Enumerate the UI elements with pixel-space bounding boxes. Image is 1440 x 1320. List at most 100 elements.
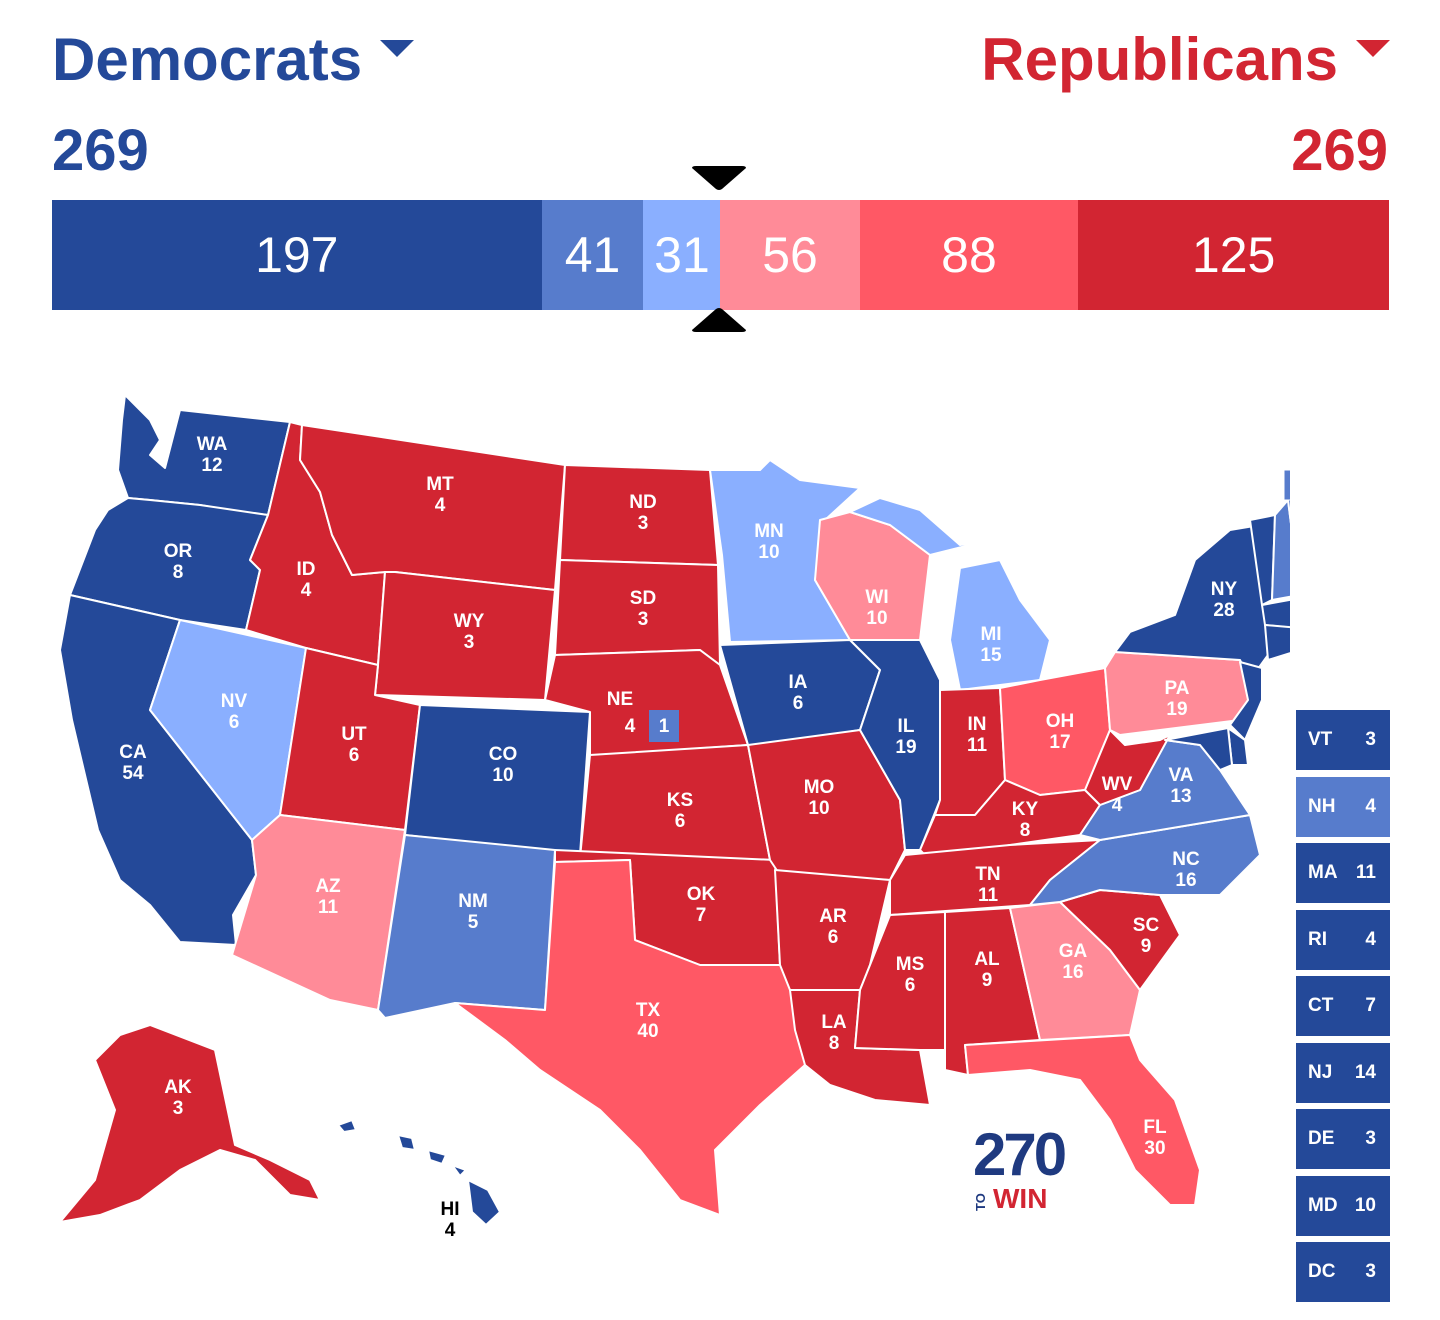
- small-state-ev: 4: [1365, 795, 1376, 817]
- small-state-dc[interactable]: DC 3: [1296, 1242, 1390, 1302]
- state-label-va: VA: [1169, 765, 1194, 786]
- small-state-nj[interactable]: NJ 14: [1296, 1042, 1390, 1103]
- state-ev-sd: 3: [638, 609, 649, 630]
- state-ev-mi: 15: [980, 645, 1002, 666]
- state-mi-upper[interactable]: [849, 497, 991, 556]
- state-mt[interactable]: [299, 424, 566, 591]
- state-ak[interactable]: [59, 1024, 321, 1223]
- state-ev-wi: 10: [866, 608, 887, 629]
- state-label-wv: WV: [1102, 774, 1133, 795]
- state-label-wi: WI: [865, 587, 888, 608]
- 270-marker-bottom-icon: [692, 308, 746, 332]
- small-state-ev: 3: [1365, 729, 1376, 750]
- state-ct[interactable]: [1264, 624, 1290, 661]
- small-state-nh[interactable]: NH 4: [1296, 776, 1390, 837]
- democrats-label: Democrats: [52, 26, 363, 93]
- small-state-ct[interactable]: CT 7: [1296, 976, 1390, 1036]
- bar-segment-safe-rep[interactable]: 125: [1078, 200, 1389, 310]
- logo-win: WIN: [993, 1183, 1048, 1214]
- small-state-vt[interactable]: VT 3: [1296, 710, 1390, 770]
- state-ev-ks: 6: [675, 811, 686, 832]
- state-ev-nd: 3: [638, 513, 649, 534]
- small-state-abbr: CT: [1308, 995, 1334, 1016]
- small-state-abbr: VT: [1308, 729, 1333, 750]
- bar-segment-safe-dem[interactable]: 197: [52, 200, 542, 310]
- dem-electoral-total: 269: [52, 118, 149, 183]
- small-state-md[interactable]: MD 10: [1296, 1175, 1390, 1236]
- state-ev-ky: 8: [1020, 820, 1031, 841]
- state-ev-tx: 40: [637, 1021, 658, 1042]
- state-label-nv: NV: [221, 691, 248, 712]
- ne-district-box[interactable]: [649, 710, 679, 742]
- state-ev-nv: 6: [229, 712, 240, 733]
- state-label-tn: TN: [975, 864, 1000, 885]
- bar-segment-lean-dem[interactable]: 31: [643, 200, 721, 310]
- caret-down-icon: [1356, 39, 1390, 57]
- democrats-dropdown[interactable]: Democrats: [52, 30, 415, 90]
- bar-segment-lean-rep[interactable]: 56: [720, 200, 860, 310]
- state-label-sd: SD: [630, 588, 656, 609]
- state-ev-wy: 3: [464, 632, 475, 653]
- small-state-ri[interactable]: RI 4: [1296, 909, 1390, 970]
- state-hi[interactable]: [337, 1119, 501, 1226]
- state-ev-wa: 12: [201, 455, 222, 476]
- state-md[interactable]: [1164, 727, 1233, 771]
- state-fl[interactable]: [964, 1034, 1201, 1206]
- state-label-nc: NC: [1172, 849, 1200, 870]
- state-label-mi: MI: [980, 624, 1001, 645]
- state-ev-ne: 4: [625, 716, 636, 737]
- logo-number: 270: [973, 1121, 1067, 1188]
- state-ev-ca: 54: [122, 763, 144, 784]
- small-state-abbr: NJ: [1308, 1061, 1333, 1083]
- state-ev-mo: 10: [808, 798, 829, 819]
- state-label-il: IL: [898, 716, 915, 737]
- bar-segment-likely-dem[interactable]: 41: [541, 200, 644, 310]
- state-label-ca: CA: [119, 742, 147, 763]
- state-label-pa: PA: [1165, 678, 1190, 699]
- state-label-ia: IA: [789, 672, 808, 693]
- state-ev-ut: 6: [349, 745, 360, 766]
- state-label-wy: WY: [454, 611, 485, 632]
- state-ev-co: 10: [492, 765, 513, 786]
- logo-to: TO: [973, 1193, 988, 1211]
- small-state-ev: 3: [1365, 1261, 1376, 1282]
- small-state-ev: 3: [1365, 1128, 1376, 1149]
- small-state-abbr: DE: [1308, 1128, 1335, 1149]
- state-label-id: ID: [297, 559, 316, 580]
- state-ev-wv: 4: [1112, 795, 1123, 816]
- small-state-ma[interactable]: MA 11: [1296, 843, 1390, 903]
- state-label-ny: NY: [1211, 579, 1238, 600]
- state-nh[interactable]: [1271, 499, 1290, 601]
- small-state-de[interactable]: DE 3: [1296, 1109, 1390, 1169]
- state-label-al: AL: [974, 949, 1000, 970]
- me-district-box-1[interactable]: [1283, 469, 1290, 501]
- state-wv[interactable]: [1084, 729, 1171, 806]
- state-tx[interactable]: [454, 859, 806, 1216]
- republicans-dropdown[interactable]: Republicans: [981, 30, 1390, 90]
- small-state-ev: 14: [1354, 1061, 1376, 1083]
- state-label-oh: OH: [1046, 711, 1075, 732]
- state-label-ga: GA: [1059, 941, 1088, 962]
- state-ev-ar: 6: [828, 927, 839, 948]
- ne-district-value: 1: [659, 716, 670, 737]
- state-label-ms: MS: [896, 954, 925, 975]
- state-nm[interactable]: [377, 834, 556, 1019]
- state-label-ks: KS: [667, 790, 693, 811]
- state-il[interactable]: [849, 639, 941, 851]
- state-ev-mn: 10: [758, 542, 779, 563]
- state-ev-ia: 6: [793, 693, 804, 714]
- state-label-co: CO: [489, 744, 518, 765]
- state-ev-la: 8: [829, 1033, 840, 1054]
- state-ev-az: 11: [318, 897, 339, 918]
- state-ev-ms: 6: [905, 975, 916, 996]
- state-ev-ny: 28: [1213, 600, 1234, 621]
- bar-segment-likely-rep[interactable]: 88: [859, 200, 1079, 310]
- state-ev-oh: 17: [1049, 732, 1070, 753]
- state-ev-nm: 5: [468, 912, 479, 933]
- 270-marker-top-icon: [692, 166, 746, 190]
- state-mi[interactable]: [949, 559, 1051, 691]
- state-label-in: IN: [968, 714, 987, 735]
- state-ev-hi: 4: [445, 1220, 456, 1241]
- state-label-ky: KY: [1012, 799, 1039, 820]
- state-nc[interactable]: [1029, 814, 1261, 906]
